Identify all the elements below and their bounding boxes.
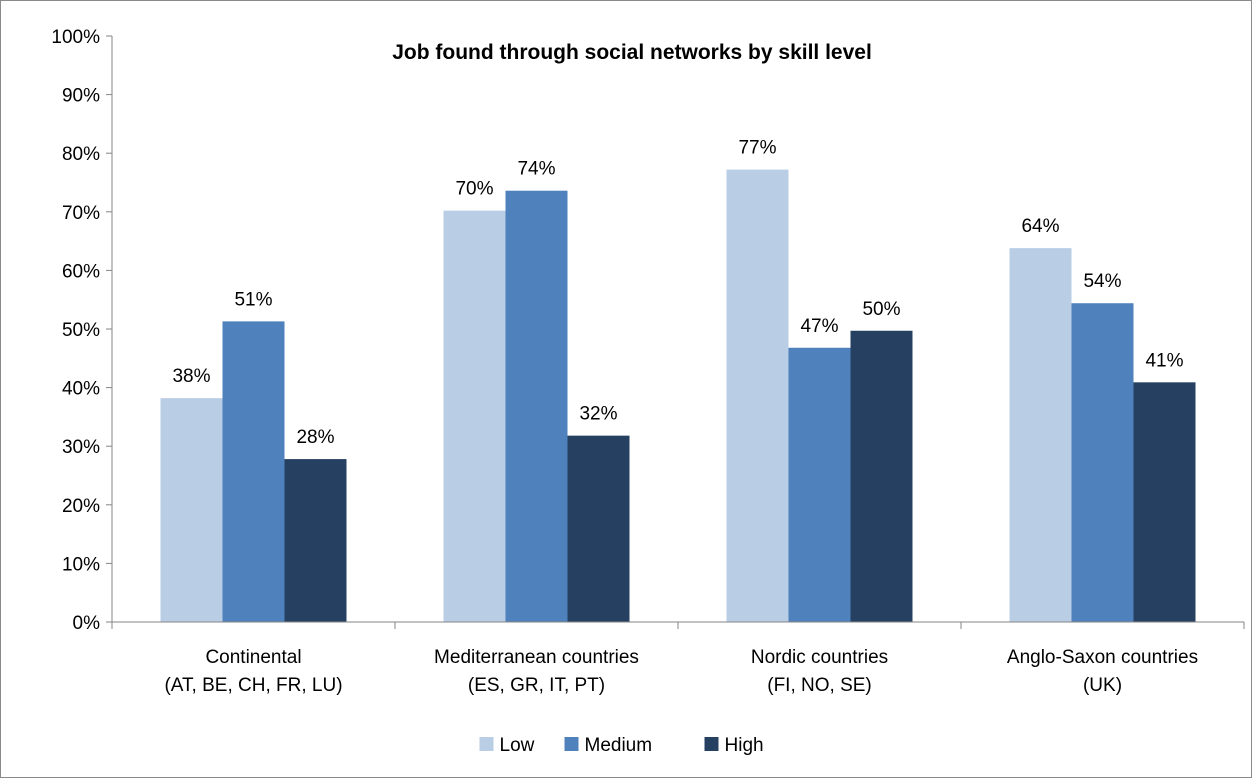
legend-swatch-low [480, 737, 494, 751]
bar-low [727, 170, 789, 622]
bar-low [161, 398, 223, 622]
bar-medium [1072, 303, 1134, 622]
data-label: 47% [800, 316, 838, 337]
data-label: 38% [172, 366, 210, 387]
data-label: 54% [1083, 271, 1121, 292]
y-axis: 0% 10% 20% 30% 40% 50% 60% 70% 80% 90% 100% [51, 27, 112, 634]
y-tick-label: 30% [62, 437, 100, 458]
y-tick-label: 80% [62, 144, 100, 165]
y-tick-label: 0% [73, 613, 101, 634]
x-category-label-line: (AT, BE, CH, FR, LU) [164, 675, 342, 696]
x-category-label: Anglo-Saxon countries (UK) [1007, 647, 1198, 696]
x-category-label: Continental (AT, BE, CH, FR, LU) [164, 647, 342, 696]
x-category-label-line: Mediterranean countries [434, 647, 639, 668]
bar-low [444, 211, 506, 622]
bar-medium [506, 191, 568, 622]
y-tick-label: 40% [62, 379, 100, 400]
legend-swatch-medium [565, 737, 579, 751]
data-label: 77% [738, 138, 776, 159]
data-label: 51% [234, 289, 272, 310]
y-tick-label: 90% [62, 86, 100, 107]
legend-label-high: High [725, 735, 764, 756]
bar-low [1010, 248, 1072, 622]
bar-medium [223, 321, 285, 622]
data-label: 32% [579, 404, 617, 425]
x-category-label-line: Nordic countries [751, 647, 888, 668]
bar-high [285, 459, 347, 622]
bar-high [568, 436, 630, 622]
x-category-label-line: (UK) [1083, 675, 1122, 696]
x-category-label-line: Anglo-Saxon countries [1007, 647, 1198, 668]
x-category-label-line: (FI, NO, SE) [767, 675, 872, 696]
data-label: 41% [1145, 350, 1183, 371]
x-category-label-line: Continental [205, 647, 301, 668]
data-label: 70% [455, 179, 493, 200]
data-label: 74% [517, 159, 555, 180]
legend: Low Medium High [480, 735, 764, 756]
x-category-label: Mediterranean countries (ES, GR, IT, PT) [434, 647, 639, 696]
chart-title: Job found through social networks by ski… [392, 41, 872, 64]
x-category-label-line: (ES, GR, IT, PT) [468, 675, 605, 696]
data-label: 28% [296, 427, 334, 448]
y-tick-label: 70% [62, 203, 100, 224]
bar-high [851, 331, 913, 622]
bar-medium [789, 348, 851, 622]
y-tick-label: 10% [62, 554, 100, 575]
y-tick-label: 60% [62, 261, 100, 282]
data-label: 64% [1021, 216, 1059, 237]
data-label: 50% [862, 299, 900, 320]
y-tick-label: 20% [62, 496, 100, 517]
y-tick-label: 100% [51, 27, 100, 48]
y-tick-label: 50% [62, 320, 100, 341]
legend-label-medium: Medium [585, 735, 653, 756]
legend-label-low: Low [500, 735, 535, 756]
x-category-label: Nordic countries (FI, NO, SE) [751, 647, 888, 696]
bar-series [161, 170, 1196, 622]
x-axis: Continental (AT, BE, CH, FR, LU) Mediterra… [112, 622, 1244, 696]
bar-high [1134, 382, 1196, 622]
legend-swatch-high [705, 737, 719, 751]
